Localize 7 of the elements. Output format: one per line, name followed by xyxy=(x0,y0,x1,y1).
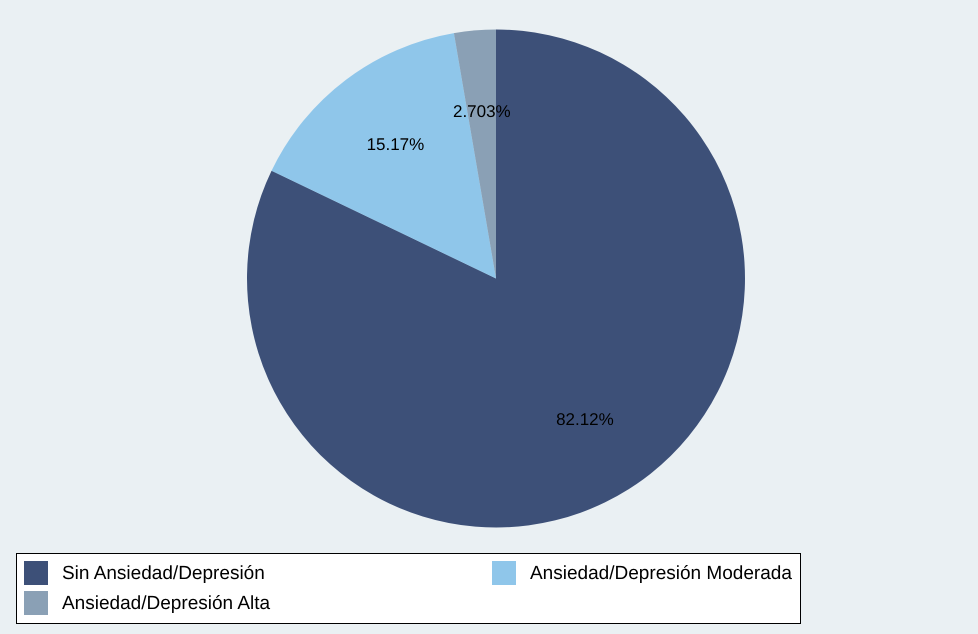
legend-label: Ansiedad/Depresión Moderada xyxy=(530,563,792,584)
data-label: 82.12% xyxy=(556,410,614,429)
legend-label: Sin Ansiedad/Depresión xyxy=(62,563,265,584)
data-label: 15.17% xyxy=(366,135,424,154)
legend-label: Ansiedad/Depresión Alta xyxy=(62,593,271,614)
pie-slice xyxy=(247,30,745,528)
data-label: 2.703% xyxy=(453,102,511,122)
